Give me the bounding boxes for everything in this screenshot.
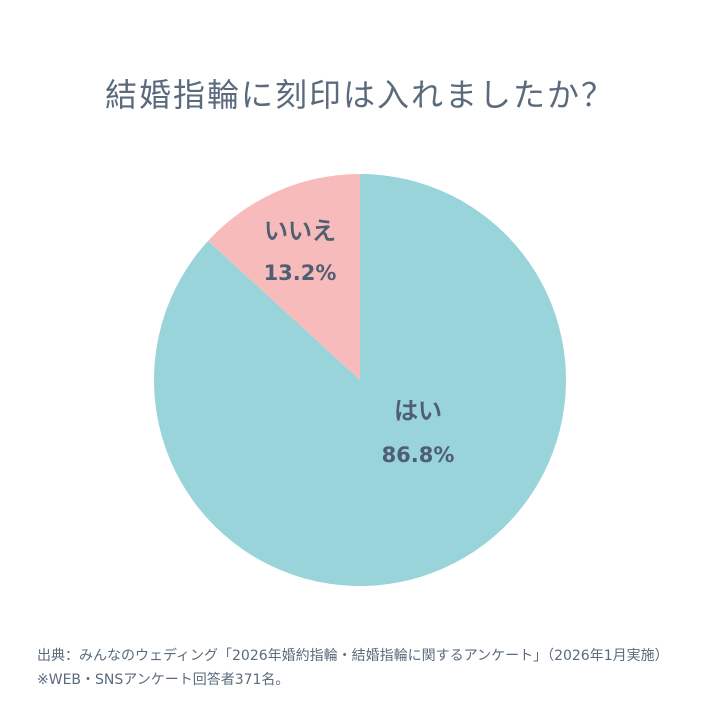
slice-value-yes: 86.8% (382, 443, 455, 467)
source-note: 出典：みんなのウェディング「2026年婚約指輪・結婚指輪に関するアンケート」（2… (37, 648, 669, 664)
respondent-note: ※WEB・SNSアンケート回答者371名。 (37, 672, 290, 688)
pie-slice-no (208, 174, 360, 380)
slice-label-no: いいえ (264, 217, 336, 245)
pie-slice-yes (153, 174, 566, 586)
chart-title: 結婚指輪に刻印は入れましたか？ (104, 76, 615, 114)
pie-slices (153, 174, 566, 586)
footnotes: 出典：みんなのウェディング「2026年婚約指輪・結婚指輪に関するアンケート」（2… (37, 644, 697, 692)
slice-label-yes: はい (394, 397, 442, 425)
slice-value-no: 13.2% (264, 261, 337, 285)
